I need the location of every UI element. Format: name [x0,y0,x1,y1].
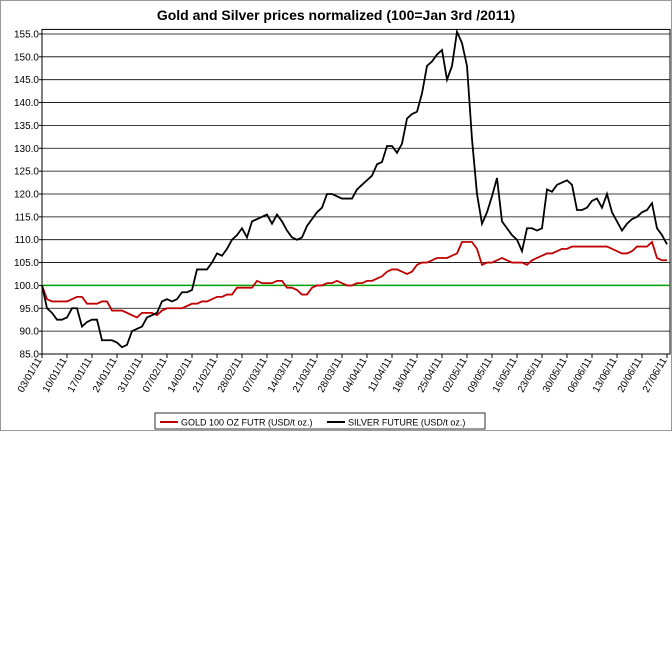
y-tick-label: 130.0 [14,144,39,155]
y-tick-label: 155.0 [14,29,39,40]
chart-title: Gold and Silver prices normalized (100=J… [157,7,515,23]
y-tick-label: 135.0 [14,121,39,132]
y-tick-label: 140.0 [14,98,39,109]
y-tick-label: 120.0 [14,189,39,200]
y-tick-label: 145.0 [14,75,39,86]
y-tick-label: 150.0 [14,52,39,63]
series-line [41,28,668,349]
y-tick-label: 100.0 [14,281,39,292]
series-line [41,240,667,319]
legend-label: SILVER FUTURE (USD/t oz.) [348,418,465,428]
legend-label: GOLD 100 OZ FUTR (USD/t oz.) [181,418,313,428]
y-tick-label: 105.0 [14,258,39,269]
y-tick-label: 110.0 [15,235,40,246]
legend-box [154,412,486,430]
y-tick-label: 125.0 [14,167,39,178]
y-tick-label: 90.0 [20,327,40,338]
y-tick-label: 95.0 [20,304,40,315]
y-tick-label: 85.0 [20,350,40,361]
y-tick-label: 115.0 [15,212,40,223]
